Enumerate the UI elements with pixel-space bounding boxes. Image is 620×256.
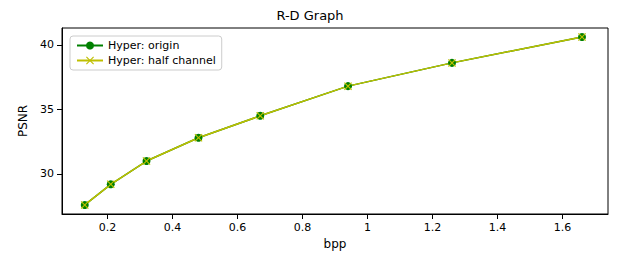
svg-text:1: 1	[364, 221, 371, 234]
svg-text:bpp: bpp	[324, 237, 347, 251]
svg-text:1.6: 1.6	[554, 221, 572, 234]
svg-text:1.2: 1.2	[424, 221, 442, 234]
svg-text:R-D Graph: R-D Graph	[276, 8, 343, 23]
svg-text:40: 40	[40, 38, 54, 51]
svg-text:PSNR: PSNR	[16, 105, 30, 137]
svg-text:0.6: 0.6	[229, 221, 247, 234]
svg-text:1.4: 1.4	[489, 221, 507, 234]
svg-text:0.8: 0.8	[294, 221, 312, 234]
svg-text:30: 30	[40, 167, 54, 180]
svg-text:35: 35	[40, 103, 54, 116]
svg-text:0.2: 0.2	[99, 221, 117, 234]
svg-text:Hyper: origin: Hyper: origin	[108, 39, 179, 52]
svg-text:Hyper: half channel: Hyper: half channel	[108, 54, 216, 67]
svg-text:0.4: 0.4	[164, 221, 182, 234]
